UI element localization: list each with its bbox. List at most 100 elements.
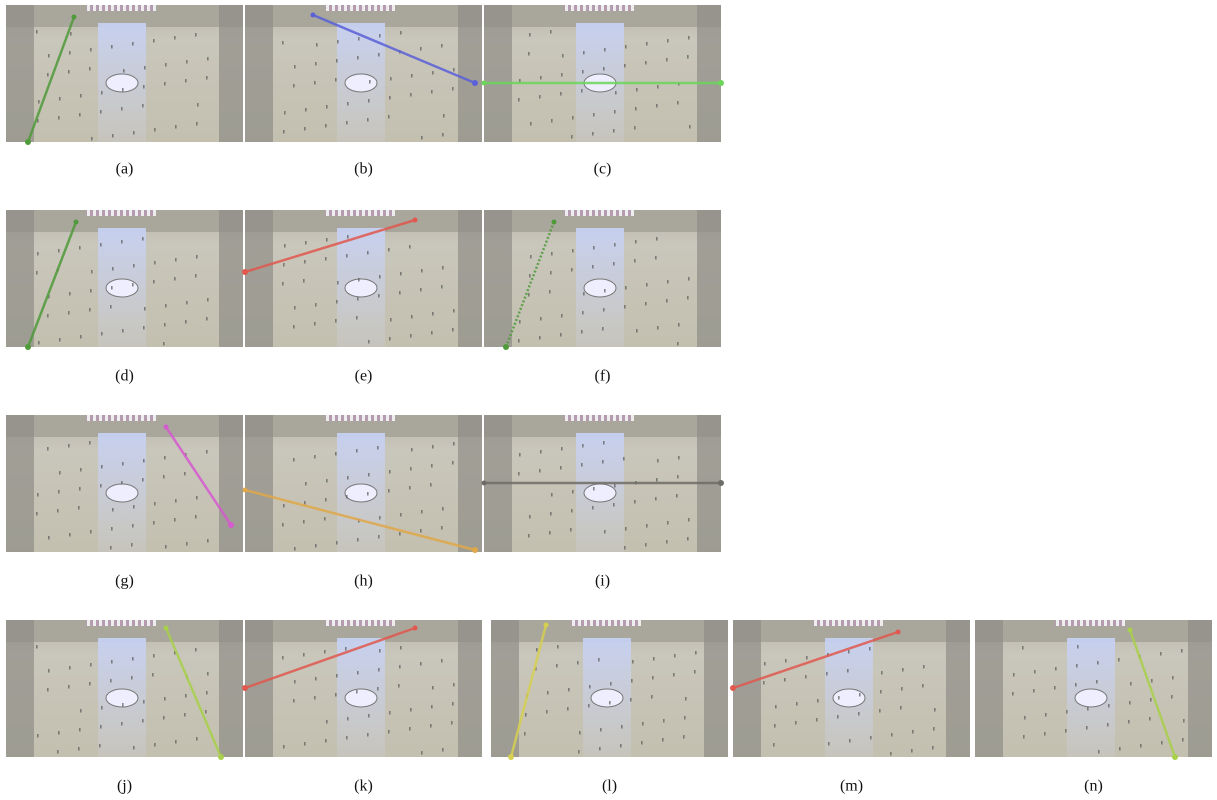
back-wall: [484, 415, 721, 437]
person: [1075, 683, 1077, 687]
person: [624, 64, 626, 68]
person: [326, 479, 328, 483]
person: [282, 41, 284, 45]
right-wall: [697, 5, 721, 142]
person: [923, 665, 925, 669]
left-wall: [975, 620, 1003, 757]
person: [58, 490, 60, 494]
person: [196, 737, 198, 741]
person: [858, 712, 860, 716]
person: [112, 267, 114, 271]
person: [900, 706, 902, 710]
person: [529, 33, 531, 37]
flag: [325, 210, 395, 216]
person: [540, 76, 542, 80]
person: [143, 85, 145, 89]
person: [663, 719, 665, 723]
person: [828, 742, 830, 746]
person: [293, 699, 295, 703]
person: [47, 73, 49, 77]
panel-image: [484, 210, 721, 350]
person: [68, 311, 70, 315]
person: [175, 499, 177, 503]
person: [358, 37, 360, 41]
person: [336, 59, 338, 63]
right-wall: [1188, 620, 1212, 757]
person: [695, 651, 697, 655]
person: [48, 536, 50, 540]
person: [561, 314, 563, 318]
person: [389, 711, 391, 715]
person: [164, 697, 166, 701]
panel-caption: (d): [115, 368, 134, 385]
person: [442, 266, 444, 270]
person: [441, 285, 443, 289]
person: [142, 719, 144, 723]
person: [315, 544, 317, 548]
person: [551, 119, 553, 123]
person: [111, 660, 113, 664]
person: [185, 320, 187, 324]
person: [57, 509, 59, 513]
person: [651, 695, 653, 699]
person: [410, 467, 412, 471]
person: [367, 118, 369, 122]
person: [547, 691, 549, 695]
person: [293, 458, 295, 462]
person: [133, 131, 135, 135]
person: [185, 694, 187, 698]
panel-image: [481, 415, 724, 552]
person: [655, 256, 657, 260]
person: [604, 48, 606, 52]
person: [315, 62, 317, 66]
person: [613, 503, 615, 507]
person: [131, 676, 133, 680]
person: [572, 490, 574, 494]
person: [683, 735, 685, 739]
person: [1013, 673, 1015, 677]
panel-caption: (c): [594, 161, 612, 178]
right-wall: [697, 210, 721, 347]
person: [195, 274, 197, 278]
person: [206, 450, 208, 454]
left-wall: [6, 620, 34, 757]
person: [667, 521, 669, 525]
person: [421, 510, 423, 514]
person: [196, 496, 198, 500]
person: [588, 704, 590, 708]
person: [38, 100, 40, 104]
person: [346, 495, 348, 499]
back-wall: [484, 5, 721, 27]
person: [656, 237, 658, 241]
person: [620, 744, 622, 748]
person: [678, 323, 680, 327]
person: [451, 721, 453, 725]
person: [870, 736, 872, 740]
person: [389, 96, 391, 100]
person: [347, 476, 349, 480]
person: [89, 308, 91, 312]
person: [174, 518, 176, 522]
person: [796, 702, 798, 706]
person: [453, 68, 455, 72]
person: [99, 744, 101, 748]
person: [91, 270, 93, 274]
right-wall: [458, 415, 482, 552]
person: [294, 680, 296, 684]
person: [641, 741, 643, 745]
person: [453, 683, 455, 687]
flag: [325, 620, 395, 626]
person: [528, 293, 530, 297]
person: [604, 289, 606, 293]
person: [111, 45, 113, 49]
person: [335, 693, 337, 697]
person: [1045, 713, 1047, 717]
person: [567, 707, 569, 711]
person: [519, 320, 521, 324]
person: [400, 31, 402, 35]
person: [121, 240, 123, 244]
person: [153, 39, 155, 43]
kiosk: [583, 278, 617, 298]
back-wall: [6, 210, 243, 232]
